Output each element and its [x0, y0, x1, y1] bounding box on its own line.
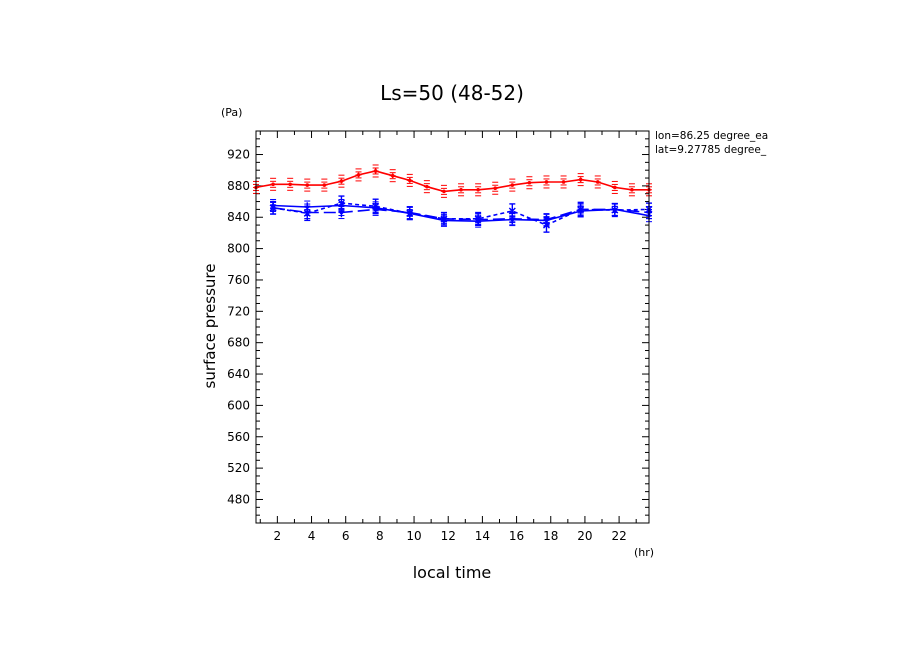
x-tick-label: 2: [274, 529, 282, 543]
series-3: [270, 201, 652, 227]
annotation-lat: lat=9.27785 degree_: [655, 144, 767, 156]
axes: 480 520 560 600 640 680 720 760 800 840 880 920 2 4 6 8…: [227, 130, 649, 543]
y-tick-label: 480: [227, 492, 250, 506]
y-tick-label: 920: [227, 148, 250, 162]
x-tick-label: 12: [441, 529, 456, 543]
y-tick-label: 880: [227, 179, 250, 193]
y-tick-label: 720: [227, 304, 250, 318]
y-tick-label: 520: [227, 461, 250, 475]
series-line: [272, 207, 650, 221]
data-point: [337, 199, 345, 207]
x-tick-label: 22: [611, 529, 626, 543]
y-tick-label: 600: [227, 398, 250, 412]
y-tick-label: 680: [227, 336, 250, 350]
x-tick-label: 6: [342, 529, 350, 543]
series-layer: [253, 164, 653, 233]
y-unit-label: (Pa): [221, 106, 242, 119]
x-tick-label: 4: [308, 529, 316, 543]
series-2: [269, 195, 653, 233]
x-tick-label: 14: [475, 529, 490, 543]
x-axis-label: local time: [413, 563, 492, 582]
annotation-lon: lon=86.25 degree_ea: [655, 130, 768, 142]
x-tick-label: 16: [509, 529, 524, 543]
series-line: [273, 204, 650, 223]
chart-title: Ls=50 (48-52): [380, 81, 524, 105]
y-axis-label: surface pressure: [201, 264, 219, 389]
series-line: [272, 202, 650, 226]
x-tick-label: 20: [577, 529, 592, 543]
x-tick-label: 8: [376, 529, 384, 543]
x-tick-label: 18: [543, 529, 558, 543]
plot-frame: [255, 130, 650, 524]
y-tick-label: 760: [227, 273, 250, 287]
y-tick-label: 800: [227, 242, 250, 256]
series-1: [270, 198, 652, 228]
series-0: [253, 164, 652, 198]
series-line: [255, 170, 649, 193]
y-tick-label: 640: [227, 367, 250, 381]
x-tick-label: 10: [406, 529, 421, 543]
y-tick-label: 840: [227, 210, 250, 224]
x-unit-label: (hr): [634, 546, 654, 559]
y-tick-label: 560: [227, 430, 250, 444]
